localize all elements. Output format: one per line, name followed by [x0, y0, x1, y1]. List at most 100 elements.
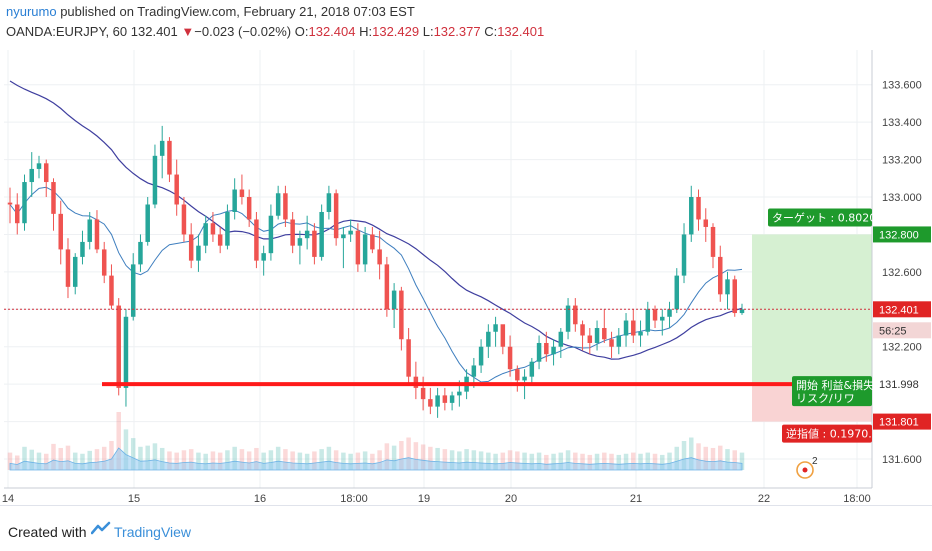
volume-bar: [551, 453, 556, 470]
price-lines: [4, 308, 872, 387]
countdown-badge-bg: [873, 322, 931, 339]
candle-body: [167, 140, 172, 175]
candle-body: [660, 316, 665, 321]
candle-body: [696, 197, 701, 220]
author-link[interactable]: nyurumo: [6, 4, 57, 19]
candle-body: [739, 309, 745, 314]
high-value: 132.429: [372, 24, 420, 39]
candle: [254, 211, 259, 269]
volume-bar: [478, 451, 484, 470]
moving-average-slow: [9, 80, 743, 360]
candle: [442, 387, 448, 411]
volume-bar: [580, 453, 585, 470]
volume-bar: [413, 442, 419, 470]
candle: [348, 219, 353, 242]
candle: [268, 204, 274, 261]
volume-bar: [667, 452, 672, 470]
candle-body: [623, 320, 629, 336]
candle: [130, 253, 136, 321]
candle-body: [710, 226, 716, 257]
candle-body: [500, 324, 506, 347]
candle-body: [544, 342, 549, 355]
candle: [290, 211, 295, 254]
candle-body: [689, 197, 694, 235]
candle: [72, 253, 78, 295]
volume-bar: [159, 447, 165, 470]
stop-price-badge: 131.801: [873, 413, 931, 430]
candle: [420, 376, 426, 411]
stop-price-badge-bg: [873, 413, 931, 430]
candle: [312, 223, 317, 265]
volume-bar: [174, 452, 179, 470]
candle-body: [80, 241, 85, 257]
entry-label: 開始 利益&損失: :リスク/リワ: [792, 376, 885, 407]
volume-bar: [94, 449, 100, 470]
candle-body: [580, 324, 585, 336]
candle-body: [283, 193, 288, 220]
volume-bar: [275, 446, 281, 470]
tradingview-brand[interactable]: TradingView: [114, 524, 192, 540]
volume-bar: [348, 453, 353, 470]
volume-bar: [645, 452, 651, 470]
candle-body: [558, 331, 564, 347]
candle-body: [594, 328, 600, 343]
volume-bar: [370, 453, 375, 470]
candle-body: [718, 256, 723, 295]
candle: [573, 298, 578, 332]
volume-bar: [72, 452, 78, 470]
candle-body: [109, 275, 114, 306]
candle-body: [297, 238, 303, 246]
stop-label-text: 逆指値 : 0.1970.15: [786, 427, 886, 441]
candle-body: [43, 163, 49, 183]
volume-bar: [210, 451, 216, 470]
alert-ring: [796, 461, 814, 479]
candle-body: [239, 189, 245, 198]
target-price-badge-bg: [873, 226, 931, 243]
published-text: published on TradingView.com, February 2…: [60, 4, 415, 19]
candle-body: [116, 305, 121, 388]
candle-body: [7, 202, 13, 205]
candle-body: [522, 376, 527, 381]
candle: [43, 159, 49, 198]
volume-bar: [696, 443, 701, 470]
candle: [667, 301, 672, 329]
candle: [515, 365, 520, 392]
candle: [138, 234, 143, 272]
volume-bar: [138, 446, 143, 470]
tradingview-logo-icon[interactable]: [91, 521, 111, 535]
y-tick-label: 133.000: [882, 192, 922, 204]
price-change: −0.023 (−0.02%): [194, 24, 292, 39]
candle: [370, 226, 375, 254]
y-tick-label: 133.600: [882, 80, 922, 92]
candle-body: [420, 387, 426, 400]
candle: [689, 185, 694, 242]
candle-body: [36, 163, 42, 169]
volume-bar: [7, 452, 13, 470]
y-tick-label: 131.600: [882, 454, 922, 466]
x-tick-label: 14: [2, 493, 14, 505]
volume-bar: [333, 450, 339, 470]
symbol-name[interactable]: OANDA:EURJPY, 60: [6, 24, 128, 39]
candle: [203, 215, 208, 254]
volume-bars: [7, 412, 745, 471]
y-tick-label: 132.200: [882, 342, 922, 354]
volume-bar: [631, 452, 636, 470]
volume-bar: [43, 453, 49, 470]
candle: [217, 226, 223, 254]
candle: [22, 174, 27, 231]
price-chart[interactable]: 133.600 133.400 133.200 133.000 132.800 132.6…: [0, 0, 932, 505]
volume-bar: [529, 453, 535, 470]
volume-bar: [152, 443, 158, 470]
candle-body: [449, 395, 455, 403]
candle: [602, 309, 607, 343]
stop-label: 逆指値 : 0.1970.15: [782, 424, 886, 443]
candle: [232, 178, 237, 220]
last-price-badge-bg: [873, 301, 931, 318]
x-tick-label: 18:00: [340, 493, 368, 505]
volume-bar: [587, 454, 593, 470]
candle-body: [304, 230, 310, 239]
candle: [123, 309, 129, 407]
candle-body: [188, 234, 194, 261]
candle-body: [551, 346, 556, 355]
target-label-bg: [768, 208, 872, 227]
